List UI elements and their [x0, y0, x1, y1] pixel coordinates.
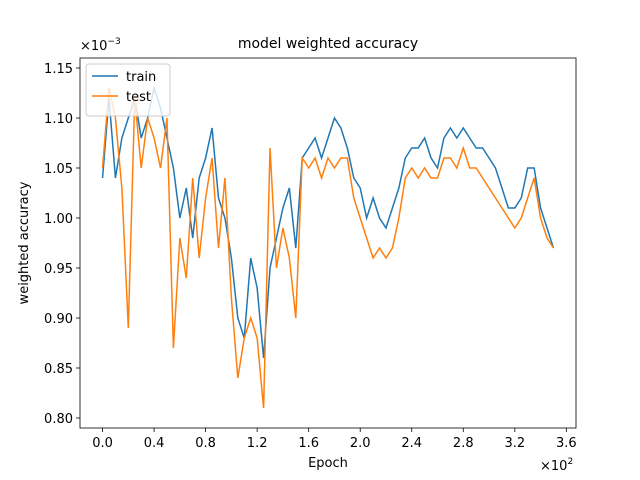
y-tick-label: 0.80	[44, 412, 73, 427]
y-tick-label: 1.10	[44, 112, 73, 127]
x-tick-label: 0.0	[92, 436, 113, 451]
x-tick-label: 3.2	[504, 436, 525, 451]
x-tick-label: 0.4	[144, 436, 165, 451]
x-multiplier-exponent: 2	[567, 457, 573, 467]
x-tick-label: 1.6	[298, 436, 319, 451]
y-tick-label: 1.00	[44, 212, 73, 227]
x-tick-label: 2.8	[453, 436, 474, 451]
x-tick-label: 0.8	[195, 436, 216, 451]
y-tick-label: 1.15	[44, 62, 73, 77]
y-multiplier-exponent: −3	[107, 37, 120, 47]
legend: train test	[85, 63, 171, 117]
x-axis-label: Epoch	[308, 456, 348, 471]
x-tick-label: 1.2	[247, 436, 268, 451]
series-line	[101, 87, 555, 409]
y-tick-label: 0.95	[44, 262, 73, 277]
y-tick-label: 0.85	[44, 362, 73, 377]
legend-label: train	[126, 70, 156, 85]
y-axis-label: weighted accuracy	[17, 181, 32, 304]
x-tick-label: 2.4	[401, 436, 422, 451]
y-tick-label: 1.05	[44, 162, 73, 177]
series-line	[101, 85, 555, 359]
x-multiplier: ×102	[540, 457, 573, 474]
chart-title: model weighted accuracy	[238, 36, 418, 52]
y-multiplier-base: ×10	[80, 39, 107, 54]
x-tick-label: 2.0	[350, 436, 371, 451]
plot-frame	[79, 57, 577, 429]
y-tick-label: 0.90	[44, 312, 73, 327]
y-multiplier: ×10−3	[80, 37, 121, 54]
legend-label: test	[126, 90, 151, 105]
x-tick-label: 3.6	[556, 436, 577, 451]
x-multiplier-base: ×10	[540, 459, 567, 474]
legend-box	[85, 63, 171, 117]
